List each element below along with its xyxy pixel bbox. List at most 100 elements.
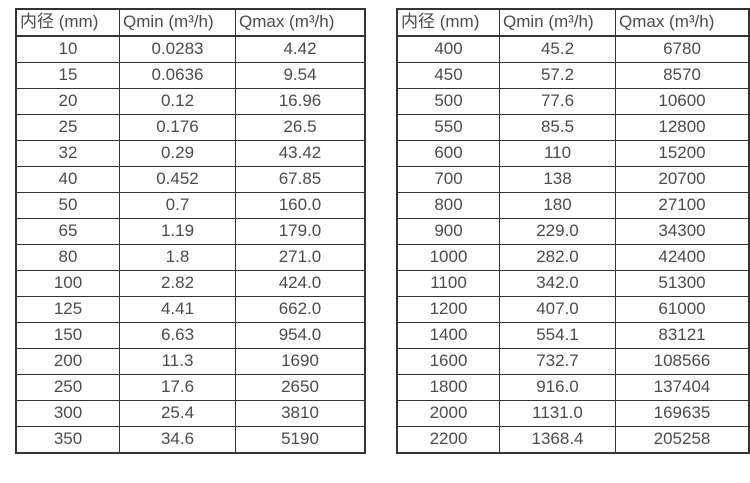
table-row: 300 25.4 3810 [15, 400, 366, 427]
table-row: 125 4.41 662.0 [15, 296, 366, 323]
table-cell: 732.7 [499, 348, 616, 375]
table-cell: 0.0636 [119, 62, 236, 89]
table-row: 700 138 20700 [396, 166, 750, 193]
table-cell: 500 [396, 88, 500, 115]
table-cell: 700 [396, 166, 500, 193]
table-row: 80 1.8 271.0 [15, 244, 366, 271]
table-cell: 108566 [615, 348, 750, 375]
table-row: 500 77.6 10600 [396, 88, 750, 115]
table-cell: 271.0 [235, 244, 366, 271]
table-row: 800 180 27100 [396, 192, 750, 219]
table-row: 1800 916.0 137404 [396, 374, 750, 401]
table-row: 20 0.12 16.96 [15, 88, 366, 115]
table-cell: 900 [396, 218, 500, 245]
table-cell: 34.6 [119, 426, 236, 454]
flow-rate-table-small-diameters: 内径 (mm) Qmin (m³/h) Qmax (m³/h) 10 0.0283 4.… [15, 8, 366, 454]
table-row: 150 6.63 954.0 [15, 322, 366, 349]
table-cell: 229.0 [499, 218, 616, 245]
table-row: 65 1.19 179.0 [15, 218, 366, 245]
table-cell: 17.6 [119, 374, 236, 401]
table-header: 内径 (mm) Qmin (m³/h) Qmax (m³/h) [15, 8, 366, 37]
table-cell: 57.2 [499, 62, 616, 89]
table-cell: 282.0 [499, 244, 616, 271]
table-cell: 1690 [235, 348, 366, 375]
table-cell: 600 [396, 140, 500, 167]
table-cell: 20700 [615, 166, 750, 193]
table-cell: 800 [396, 192, 500, 219]
table-cell: 77.6 [499, 88, 616, 115]
table-row: 400 45.2 6780 [396, 35, 750, 63]
table-cell: 1400 [396, 322, 500, 349]
column-header: 内径 (mm) [15, 8, 120, 37]
table-cell: 407.0 [499, 296, 616, 323]
page: 内径 (mm) Qmin (m³/h) Qmax (m³/h) 10 0.0283 4.… [15, 8, 750, 454]
table-cell: 61000 [615, 296, 750, 323]
table-row: 1200 407.0 61000 [396, 296, 750, 323]
table-cell: 50 [15, 192, 120, 219]
table-row: 1000 282.0 42400 [396, 244, 750, 271]
table-cell: 15 [15, 62, 120, 89]
table-cell: 0.0283 [119, 35, 236, 63]
table-cell: 2.82 [119, 270, 236, 297]
table-row: 600 110 15200 [396, 140, 750, 167]
table-cell: 3810 [235, 400, 366, 427]
flow-rate-table-large-diameters: 内径 (mm) Qmin (m³/h) Qmax (m³/h) 400 45.2 678… [396, 8, 750, 454]
table-cell: 85.5 [499, 114, 616, 141]
table-cell: 1368.4 [499, 426, 616, 454]
table-cell: 27100 [615, 192, 750, 219]
table-cell: 25.4 [119, 400, 236, 427]
table-row: 1400 554.1 83121 [396, 322, 750, 349]
table-row: 25 0.176 26.5 [15, 114, 366, 141]
table-cell: 350 [15, 426, 120, 454]
table-cell: 67.85 [235, 166, 366, 193]
table-cell: 25 [15, 114, 120, 141]
table-cell: 0.12 [119, 88, 236, 115]
table-cell: 34300 [615, 218, 750, 245]
table-row: 32 0.29 43.42 [15, 140, 366, 167]
column-header: Qmax (m³/h) [235, 8, 366, 37]
table-cell: 20 [15, 88, 120, 115]
table-cell: 450 [396, 62, 500, 89]
column-header: Qmin (m³/h) [119, 8, 236, 37]
table-row: 1100 342.0 51300 [396, 270, 750, 297]
table-cell: 554.1 [499, 322, 616, 349]
table-cell: 1131.0 [499, 400, 616, 427]
table-cell: 2200 [396, 426, 500, 454]
table-row: 2200 1368.4 205258 [396, 426, 750, 454]
table-cell: 2650 [235, 374, 366, 401]
table-cell: 205258 [615, 426, 750, 454]
table-cell: 5190 [235, 426, 366, 454]
table-row: 50 0.7 160.0 [15, 192, 366, 219]
table-row: 200 11.3 1690 [15, 348, 366, 375]
table-row: 10 0.0283 4.42 [15, 35, 366, 63]
table-cell: 43.42 [235, 140, 366, 167]
table-row: 100 2.82 424.0 [15, 270, 366, 297]
table-cell: 0.176 [119, 114, 236, 141]
table-cell: 1.8 [119, 244, 236, 271]
table-body: 10 0.0283 4.42 15 0.0636 9.54 20 0.12 16.96 25 0.1… [15, 35, 366, 454]
column-header: 内径 (mm) [396, 8, 500, 37]
table-cell: 51300 [615, 270, 750, 297]
table-cell: 1600 [396, 348, 500, 375]
table-cell: 8570 [615, 62, 750, 89]
table-row: 15 0.0636 9.54 [15, 62, 366, 89]
table-cell: 0.7 [119, 192, 236, 219]
table-cell: 6780 [615, 35, 750, 63]
table-cell: 1.19 [119, 218, 236, 245]
table-cell: 6.63 [119, 322, 236, 349]
table-cell: 40 [15, 166, 120, 193]
table-cell: 10600 [615, 88, 750, 115]
table-cell: 4.41 [119, 296, 236, 323]
table-cell: 150 [15, 322, 120, 349]
header-row: 内径 (mm) Qmin (m³/h) Qmax (m³/h) [15, 8, 366, 37]
table-row: 40 0.452 67.85 [15, 166, 366, 193]
table-cell: 0.29 [119, 140, 236, 167]
table-cell: 15200 [615, 140, 750, 167]
table-cell: 4.42 [235, 35, 366, 63]
table-cell: 250 [15, 374, 120, 401]
table-cell: 10 [15, 35, 120, 63]
table-cell: 110 [499, 140, 616, 167]
table-cell: 1100 [396, 270, 500, 297]
table-cell: 83121 [615, 322, 750, 349]
table-cell: 200 [15, 348, 120, 375]
